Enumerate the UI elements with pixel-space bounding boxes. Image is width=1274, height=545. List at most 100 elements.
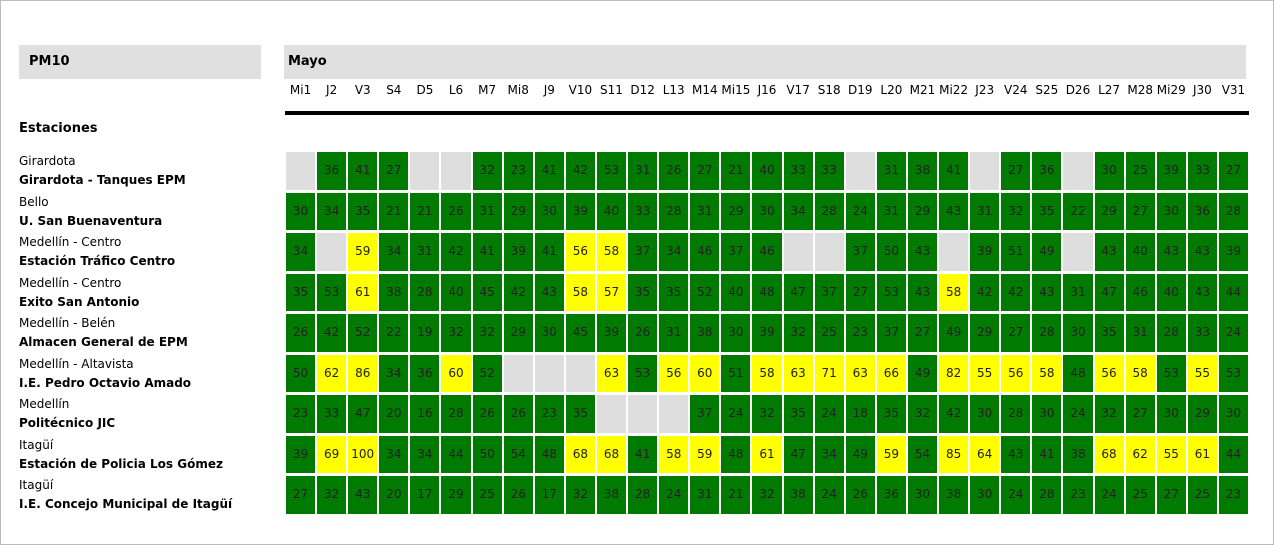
cell: 49: [938, 313, 970, 353]
cell: 23: [1217, 475, 1249, 515]
cell: 59: [875, 434, 907, 474]
cell: 30: [906, 475, 939, 515]
cell: 58: [751, 353, 783, 393]
cell: 59: [689, 434, 721, 474]
cell: 48: [751, 272, 783, 312]
cell: 25: [1124, 151, 1156, 191]
cell: 34: [782, 191, 814, 231]
cell: 66: [875, 353, 907, 393]
cell: 51: [720, 353, 752, 393]
cell: 41: [471, 232, 503, 272]
cell: 38: [1062, 434, 1094, 474]
cell: 27: [1155, 475, 1187, 515]
station: I.E. Concejo Municipal de Itagüí: [19, 497, 233, 511]
cell: 29: [502, 313, 534, 353]
cell: 43: [1186, 232, 1218, 272]
cell: 32: [782, 313, 814, 353]
cell: 55: [1186, 353, 1218, 393]
cell: 27: [1124, 191, 1156, 231]
cell: 26: [471, 394, 503, 434]
cell: 41: [533, 151, 565, 191]
municipality: Itagüí: [19, 478, 54, 492]
cell: 47: [782, 272, 814, 312]
day-label: V17: [786, 83, 810, 97]
day-label: Mi22: [939, 83, 969, 97]
cell: 58: [1031, 353, 1063, 393]
cell: 26: [658, 151, 690, 191]
cell: [658, 394, 690, 434]
cell: 31: [875, 151, 907, 191]
cell: 52: [689, 272, 721, 312]
cell: 45: [471, 272, 503, 312]
cell: 24: [1217, 313, 1249, 353]
cell: 64: [969, 434, 1001, 474]
cell: 17: [533, 475, 565, 515]
cell: 34: [813, 434, 845, 474]
cell: 34: [378, 232, 410, 272]
cell: 37: [813, 272, 845, 312]
cell: 86: [347, 353, 379, 393]
cell: 42: [938, 394, 970, 434]
cell: 42: [564, 151, 596, 191]
cell: 32: [471, 151, 503, 191]
cell: 42: [969, 272, 1001, 312]
cell: 32: [471, 313, 503, 353]
cell: 41: [627, 434, 659, 474]
cell: 28: [1031, 313, 1063, 353]
cell: 60: [689, 353, 721, 393]
cell: 21: [720, 151, 752, 191]
cell: 31: [627, 151, 659, 191]
cell: 35: [627, 272, 659, 312]
cell: 61: [1186, 434, 1218, 474]
station: U. San Buenaventura: [19, 213, 163, 228]
cell: 38: [782, 475, 814, 515]
cell: 23: [285, 394, 317, 434]
cell: 32: [751, 394, 783, 434]
day-label: J9: [543, 83, 555, 97]
cell: 27: [378, 151, 410, 191]
cell: 39: [969, 232, 1001, 272]
cell: 28: [1155, 313, 1187, 353]
cell: 53: [316, 272, 348, 312]
cell: 32: [440, 313, 472, 353]
cell: 32: [564, 475, 596, 515]
cell: 58: [938, 272, 970, 312]
cell: 21: [409, 191, 441, 231]
cell: 19: [409, 313, 441, 353]
cell: 33: [316, 394, 348, 434]
cell: 24: [1062, 394, 1094, 434]
cell: 35: [875, 394, 907, 434]
cell: 30: [969, 475, 1001, 515]
cell: 63: [595, 353, 628, 393]
cell: 100: [347, 434, 379, 474]
cell: 32: [906, 394, 939, 434]
cell: 44: [1217, 272, 1249, 312]
header-rule: [285, 111, 1249, 115]
cell: 49: [906, 353, 939, 393]
cell: 48: [533, 434, 565, 474]
cell: 29: [440, 475, 472, 515]
day-label: Mi15: [721, 83, 751, 97]
cell: 27: [1000, 151, 1032, 191]
cell: 28: [1000, 394, 1032, 434]
cell: 62: [1124, 434, 1156, 474]
cell: 43: [938, 191, 970, 231]
station: Politécnico JIC: [19, 416, 116, 430]
municipality: Itagüí: [19, 437, 54, 452]
cell: [782, 232, 814, 272]
title-bar: PM10: [19, 45, 261, 79]
cell: 28: [1031, 475, 1063, 515]
cell: 43: [1093, 232, 1125, 272]
cell: 51: [1000, 232, 1032, 272]
cell: 48: [1062, 353, 1094, 393]
municipality: Medellín - Centro: [19, 235, 122, 249]
cell: 38: [906, 151, 939, 191]
cell: 58: [658, 434, 690, 474]
cell: 37: [627, 232, 659, 272]
cell: 36: [1186, 191, 1218, 231]
cell: 24: [720, 394, 752, 434]
cell: 53: [1155, 353, 1187, 393]
cell: 30: [751, 191, 783, 231]
cell: 34: [378, 353, 410, 393]
